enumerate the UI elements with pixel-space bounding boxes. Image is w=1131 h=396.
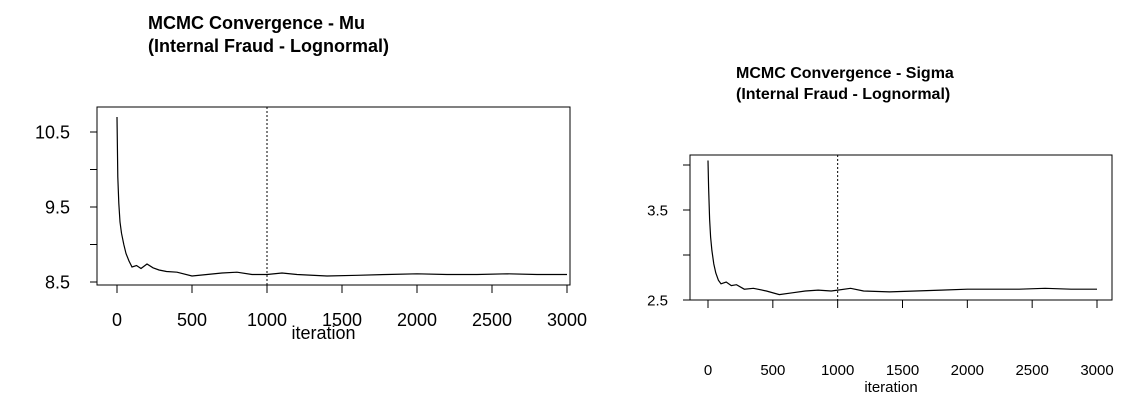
x-tick-label: 1500: [886, 362, 919, 379]
chart-title-sigma-line2: (Internal Fraud - Lognormal): [736, 85, 951, 103]
x-tick-label: 1000: [247, 310, 287, 330]
x-tick-label: 0: [112, 310, 122, 330]
x-tick-label: 2000: [951, 362, 984, 379]
x-tick-label: 500: [177, 310, 207, 330]
x-tick-label: 3000: [547, 310, 587, 330]
x-tick-label: 500: [760, 362, 785, 379]
x-tick-label: 2500: [472, 310, 512, 330]
chart-mu: 0 500 1000 1500 2000 2500 3000 8.5 9.5 10.5 iterat…: [35, 106, 587, 343]
x-tick-label: 1500: [322, 310, 362, 330]
chart-title-mu: MCMC Convergence - Mu (Internal Fraud - …: [148, 12, 389, 59]
x-tick-label: 0: [704, 362, 712, 379]
chart-title-sigma: MCMC Convergence - Sigma (Internal Fraud…: [736, 64, 954, 106]
chart-title-sigma-line1: MCMC Convergence - Sigma: [736, 65, 954, 82]
chart-sigma: 0 500 1000 1500 2000 2500 3000 2.5 3.5 iteration: [647, 154, 1114, 396]
x-tick-label: 2500: [1015, 362, 1048, 379]
x-axis-label: iteration: [291, 323, 355, 343]
plot-frame: [689, 154, 1113, 301]
plot-frame: [96, 106, 571, 286]
x-axis-label: iteration: [864, 379, 917, 396]
chart-title-mu-line2: (Internal Fraud - Lognormal): [148, 36, 389, 57]
trace-line: [116, 116, 567, 277]
y-tick-label: 10.5: [35, 122, 70, 142]
x-tick-label: 2000: [397, 310, 437, 330]
chart-title-mu-line1: MCMC Convergence - Mu: [148, 13, 366, 33]
x-tick-label: 1000: [821, 362, 854, 379]
y-tick-label: 2.5: [647, 292, 668, 309]
y-tick-label: 9.5: [45, 197, 70, 217]
y-tick-label: 3.5: [647, 202, 668, 219]
x-tick-label: 3000: [1080, 362, 1113, 379]
y-tick-label: 8.5: [45, 272, 70, 292]
trace-line: [707, 160, 1097, 296]
